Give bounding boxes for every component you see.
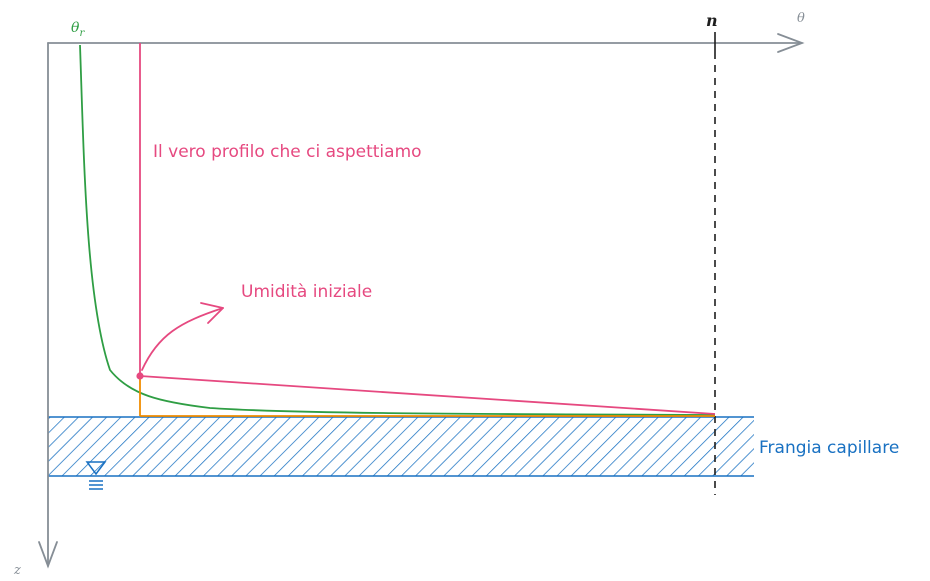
theta-axis	[47, 33, 805, 53]
theta-axis-label: θ	[797, 11, 805, 26]
initial-moisture-point	[136, 372, 144, 380]
water-table-icon	[85, 461, 107, 490]
true-profile-label: Il vero profilo che ci aspettiamo	[153, 142, 422, 162]
green-moisture-curve	[79, 44, 716, 416]
capillary-fringe-label: Frangia capillare	[759, 438, 899, 458]
z-axis-label: z	[13, 563, 21, 578]
theta-r-label: θr	[71, 20, 85, 39]
capillary-fringe-band	[48, 416, 754, 477]
initial-moisture-label: Umidità iniziale	[241, 282, 372, 302]
pink-expected-profile	[139, 43, 716, 415]
porosity-label: n	[706, 11, 718, 30]
initial-moisture-arrow	[141, 302, 224, 371]
z-axis	[38, 42, 58, 569]
orange-initial-line	[139, 376, 715, 417]
